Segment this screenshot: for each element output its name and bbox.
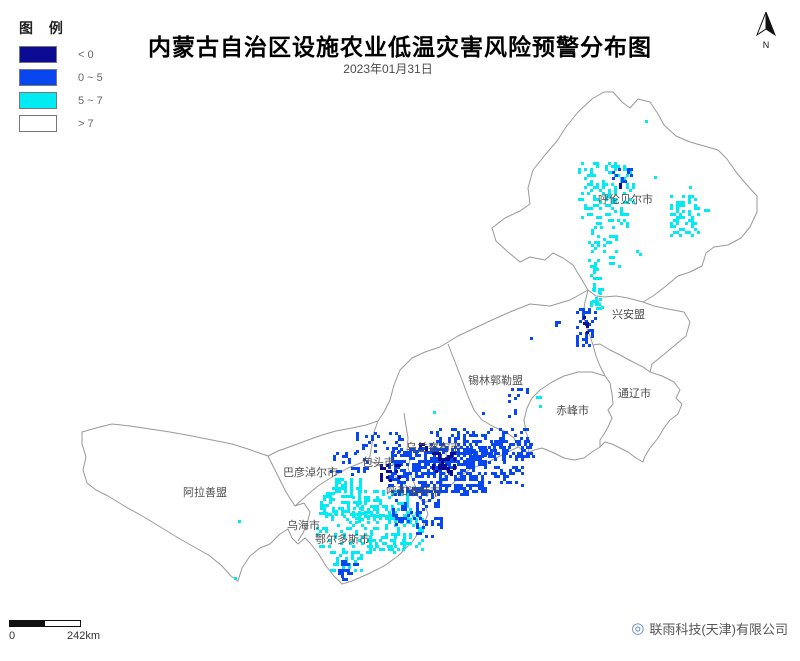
scale-start-label: 0 (9, 630, 16, 642)
region-label: 包头市 (362, 455, 395, 469)
legend-item-label: < 0 (78, 48, 94, 61)
risk-cells (234, 120, 710, 581)
region-label: 兴安盟 (612, 307, 645, 321)
region-label: 乌兰察布市 (406, 440, 461, 454)
region-label: 呼和浩特市 (386, 484, 441, 498)
region-label: 锡林郭勒盟 (468, 373, 523, 387)
legend-items: < 0 0 ~ 5 5 ~ 7 > 7 (19, 46, 103, 132)
region-label: 巴彦淖尔市 (283, 465, 338, 479)
north-arrow-icon: N (755, 11, 777, 50)
legend-swatch (19, 69, 57, 86)
region-label: 乌海市 (287, 518, 320, 532)
map-date: 2023年01月31日 (343, 62, 433, 76)
copyright-text: 联雨科技(天津)有限公司 (649, 622, 788, 637)
region-label: 阿拉善盟 (183, 485, 227, 499)
copyright: ◎ 联雨科技(天津)有限公司 (631, 619, 788, 638)
legend-swatch (19, 92, 57, 109)
legend-item: 5 ~ 7 (19, 92, 103, 109)
scale-bar: 0 242km (9, 620, 129, 646)
region-label: 呼伦贝尔市 (598, 192, 653, 206)
legend-swatch (19, 46, 57, 63)
legend-item: 0 ~ 5 (19, 69, 103, 86)
scale-bar-graphic (9, 620, 81, 627)
province-boundaries (81, 91, 758, 585)
legend-item: < 0 (19, 46, 103, 63)
legend-swatch (19, 115, 57, 132)
north-label: N (763, 40, 770, 50)
region-label: 赤峰市 (556, 403, 589, 417)
legend-item-label: 5 ~ 7 (78, 94, 103, 107)
legend-item-label: 0 ~ 5 (78, 71, 103, 84)
region-label: 通辽市 (618, 386, 651, 400)
legend-title: 图 例 (19, 20, 69, 36)
company-logo-icon: ◎ (631, 620, 645, 637)
legend: 图 例 < 0 0 ~ 5 5 ~ 7 > 7 (19, 18, 103, 138)
scale-end-label: 242km (67, 630, 101, 642)
page-title: 内蒙古自治区设施农业低温灾害风险预警分布图 (148, 34, 652, 60)
region-label: 鄂尔多斯市 (315, 532, 370, 546)
legend-item: > 7 (19, 115, 103, 132)
legend-item-label: > 7 (78, 117, 94, 130)
